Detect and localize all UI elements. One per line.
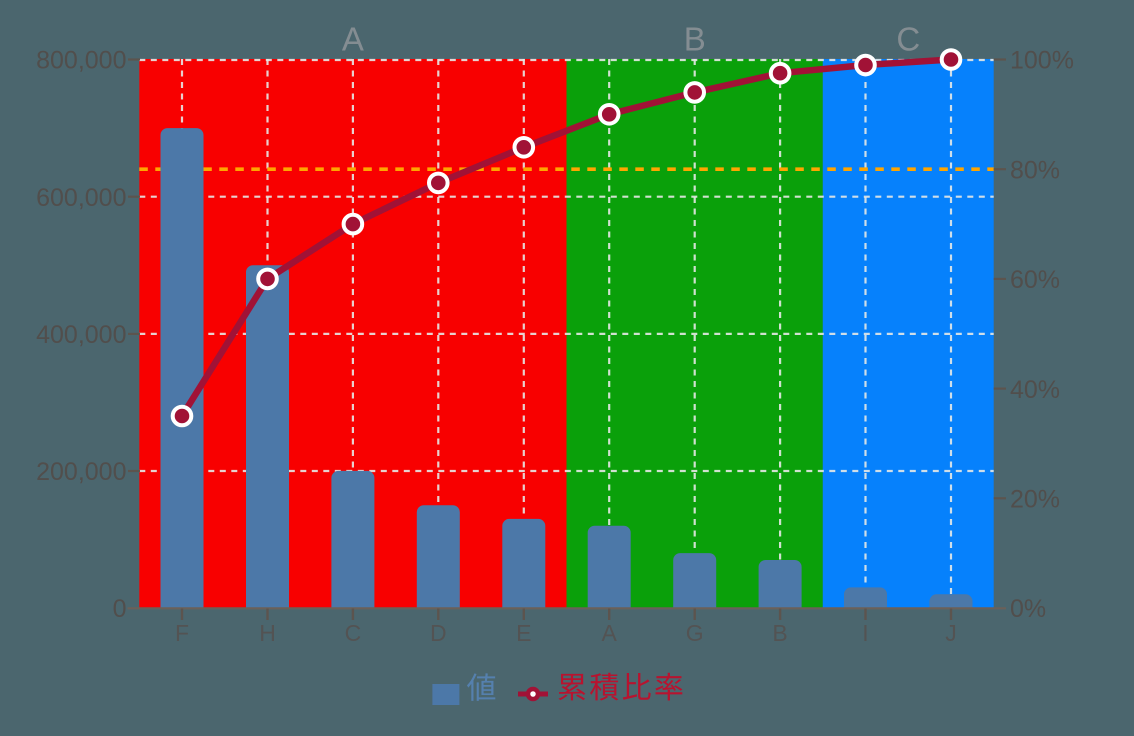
svg-text:A: A <box>602 620 618 646</box>
svg-text:0%: 0% <box>1010 595 1046 623</box>
svg-text:F: F <box>175 620 189 646</box>
svg-text:B: B <box>772 620 787 646</box>
svg-text:0: 0 <box>113 595 127 623</box>
svg-text:200,000: 200,000 <box>36 458 126 486</box>
svg-text:40%: 40% <box>1010 376 1060 404</box>
svg-text:E: E <box>516 620 531 646</box>
svg-text:20%: 20% <box>1010 486 1060 514</box>
svg-text:800,000: 800,000 <box>36 47 126 75</box>
svg-text:D: D <box>430 620 447 646</box>
svg-text:B: B <box>684 21 706 58</box>
svg-text:80%: 80% <box>1010 156 1060 184</box>
svg-text:H: H <box>259 620 276 646</box>
svg-text:J: J <box>945 620 957 646</box>
svg-text:600,000: 600,000 <box>36 184 126 212</box>
svg-text:I: I <box>862 620 868 646</box>
svg-text:A: A <box>342 21 364 58</box>
svg-text:C: C <box>896 21 920 58</box>
svg-text:400,000: 400,000 <box>36 321 126 349</box>
svg-text:60%: 60% <box>1010 266 1060 294</box>
svg-text:C: C <box>345 620 362 646</box>
svg-text:G: G <box>686 620 704 646</box>
svg-text:100%: 100% <box>1010 47 1074 75</box>
